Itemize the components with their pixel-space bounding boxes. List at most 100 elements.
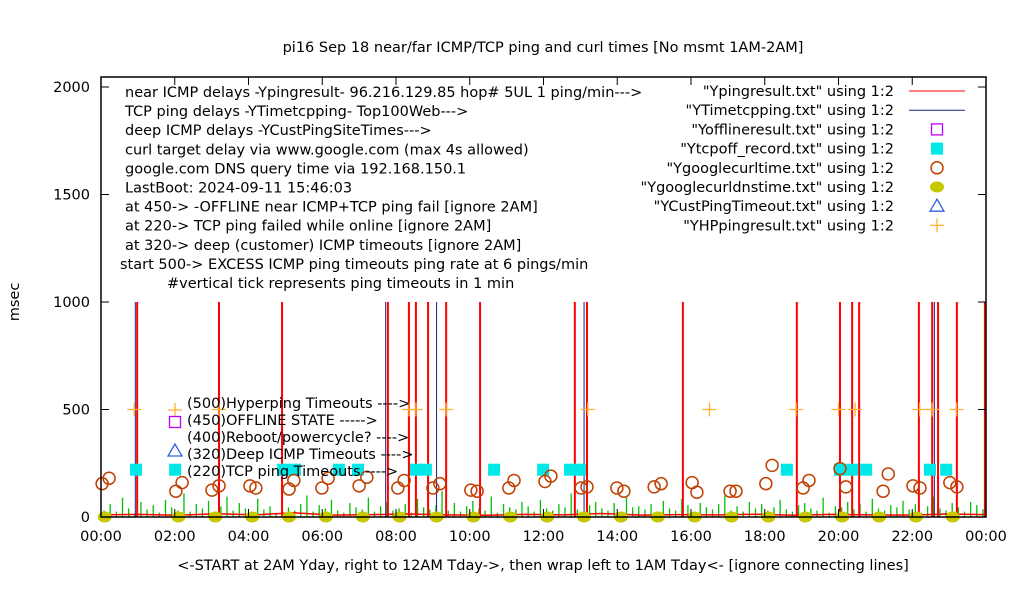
plot-marks (95, 302, 987, 523)
point-open-circle (249, 481, 263, 495)
point-filled-square (780, 463, 793, 476)
y-axis-label: msec (7, 283, 23, 322)
point-plus (831, 402, 846, 417)
point-open-circle (169, 484, 183, 498)
legend-key-filled-square (931, 142, 943, 155)
point-open-circle (943, 475, 957, 490)
x-axis-label: <-START at 2AM Yday, right to 12AM Tday-… (177, 558, 909, 574)
point-open-circle (729, 484, 743, 498)
point-filled-square (169, 463, 182, 476)
point-plus (912, 402, 927, 417)
point-open-circle (243, 479, 257, 493)
point-open-circle (610, 481, 624, 495)
annotations-top: near ICMP delays -Ypingresult- 96.216.12… (120, 85, 642, 292)
point-open-circle (507, 473, 521, 488)
point-open-circle (765, 458, 779, 473)
point-open-circle (839, 480, 853, 494)
point-open-circle (464, 483, 478, 497)
x-tick-label: 10:00 (449, 529, 491, 545)
square-icon (168, 415, 182, 429)
point-filled-square (332, 463, 345, 476)
point-open-circle (759, 476, 773, 491)
annotation-text: (500)Hyperping Timeouts ----> (187, 396, 410, 412)
point-open-circle (315, 481, 329, 495)
point-filled-square (860, 463, 873, 476)
annotation-text: (450)OFFLINE STATE -----> (187, 413, 378, 429)
chart-title: pi16 Sep 18 near/far ICMP/TCP ping and c… (283, 40, 804, 56)
legend: "Ypingresult.txt" using 1:2 "YTimetcpping… (641, 84, 965, 234)
point-plus (212, 402, 226, 417)
point-open-circle (391, 481, 405, 495)
legend-label: "YCustPingTimeout.txt" using 1:2 (654, 199, 894, 215)
point-open-circle (654, 476, 668, 491)
point-plus (949, 402, 964, 417)
point-filled-square (940, 463, 953, 476)
point-open-circle (102, 471, 116, 486)
point-open-circle (470, 484, 484, 498)
point-open-circle (647, 480, 661, 494)
triangle-icon (166, 442, 184, 457)
x-tick-label: 14:00 (596, 529, 638, 545)
annotation-text: near ICMP delays -Ypingresult- 96.216.12… (125, 85, 642, 101)
legend-key-open-square (930, 123, 944, 136)
legend-label: "Yofflineresult.txt" using 1:2 (691, 122, 894, 138)
point-filled-square (352, 463, 365, 476)
x-tick-label: 00:00 (80, 529, 122, 545)
point-open-circle (617, 484, 631, 498)
point-open-circle (690, 485, 704, 500)
point-open-circle (906, 479, 920, 493)
point-open-circle (950, 480, 964, 494)
point-plus (702, 402, 717, 417)
point-filled-square (564, 463, 577, 476)
point-plus (925, 402, 940, 417)
y-tick-label: 2000 (53, 80, 90, 96)
point-open-circle (802, 473, 816, 488)
point-open-circle (580, 480, 594, 494)
point-open-circle (175, 475, 189, 490)
y-tick-label: 1500 (53, 188, 90, 204)
point-open-circle (426, 481, 440, 495)
annotation-text: start 500-> EXCESS ICMP ping timeouts pi… (120, 257, 588, 273)
point-open-circle (321, 471, 335, 486)
annotation-text: (220)TCP ping Timeouts ----> (187, 464, 398, 480)
point-open-circle (913, 481, 927, 495)
annotation-text: TCP ping delays -YTimetcpping- Top100Web… (124, 104, 468, 120)
point-open-circle (433, 476, 447, 491)
point-open-circle (205, 483, 219, 497)
legend-label: "Ypingresult.txt" using 1:2 (703, 84, 894, 100)
point-open-circle (833, 461, 847, 476)
point-filled-square (537, 463, 550, 476)
legend-label: "YHPpingresult.txt" using 1:2 (683, 218, 894, 234)
x-tick-label: 06:00 (301, 529, 343, 545)
annotation-text: at 450-> -OFFLINE near ICMP+TCP ping fai… (125, 200, 538, 216)
x-tick-label: 02:00 (154, 529, 196, 545)
annotations-bottom: (500)Hyperping Timeouts ---->(450)OFFLIN… (166, 396, 414, 480)
point-filled-square (923, 463, 936, 476)
point-open-circle (212, 479, 226, 493)
point-filled-square (130, 463, 143, 476)
legend-key-open-circle (930, 161, 944, 175)
point-open-circle (287, 473, 301, 488)
annotation-text: deep ICMP delays -YCustPingSiteTimes---> (125, 123, 432, 139)
plus-icon (168, 403, 182, 417)
annotation-text: at 320-> deep (customer) ICMP timeouts [… (125, 238, 521, 254)
legend-label: "YTimetcpping.txt" using 1:2 (686, 103, 894, 119)
y-tick-label: 1000 (53, 295, 90, 311)
point-open-circle (881, 467, 896, 481)
point-open-circle (723, 484, 737, 498)
point-plus (848, 402, 863, 417)
annotation-text: (320)Deep ICMP Timeouts ----> (187, 447, 414, 463)
point-plus (439, 402, 454, 417)
x-tick-label: 18:00 (744, 529, 786, 545)
point-open-circle (544, 469, 558, 483)
annotation-text: curl target delay via www.google.com (ma… (125, 142, 529, 158)
point-filled-square (574, 463, 587, 476)
x-tick-label: 04:00 (228, 529, 270, 545)
point-filled-square (409, 463, 422, 476)
x-tick-label: 00:00 (965, 529, 1007, 545)
annotation-text: #vertical tick represents ping timeouts … (167, 276, 514, 292)
point-filled-square (277, 463, 290, 476)
legend-label: "Ytcpoff_record.txt" using 1:2 (680, 142, 894, 158)
x-tick-label: 16:00 (670, 529, 712, 545)
point-plus (408, 402, 423, 417)
